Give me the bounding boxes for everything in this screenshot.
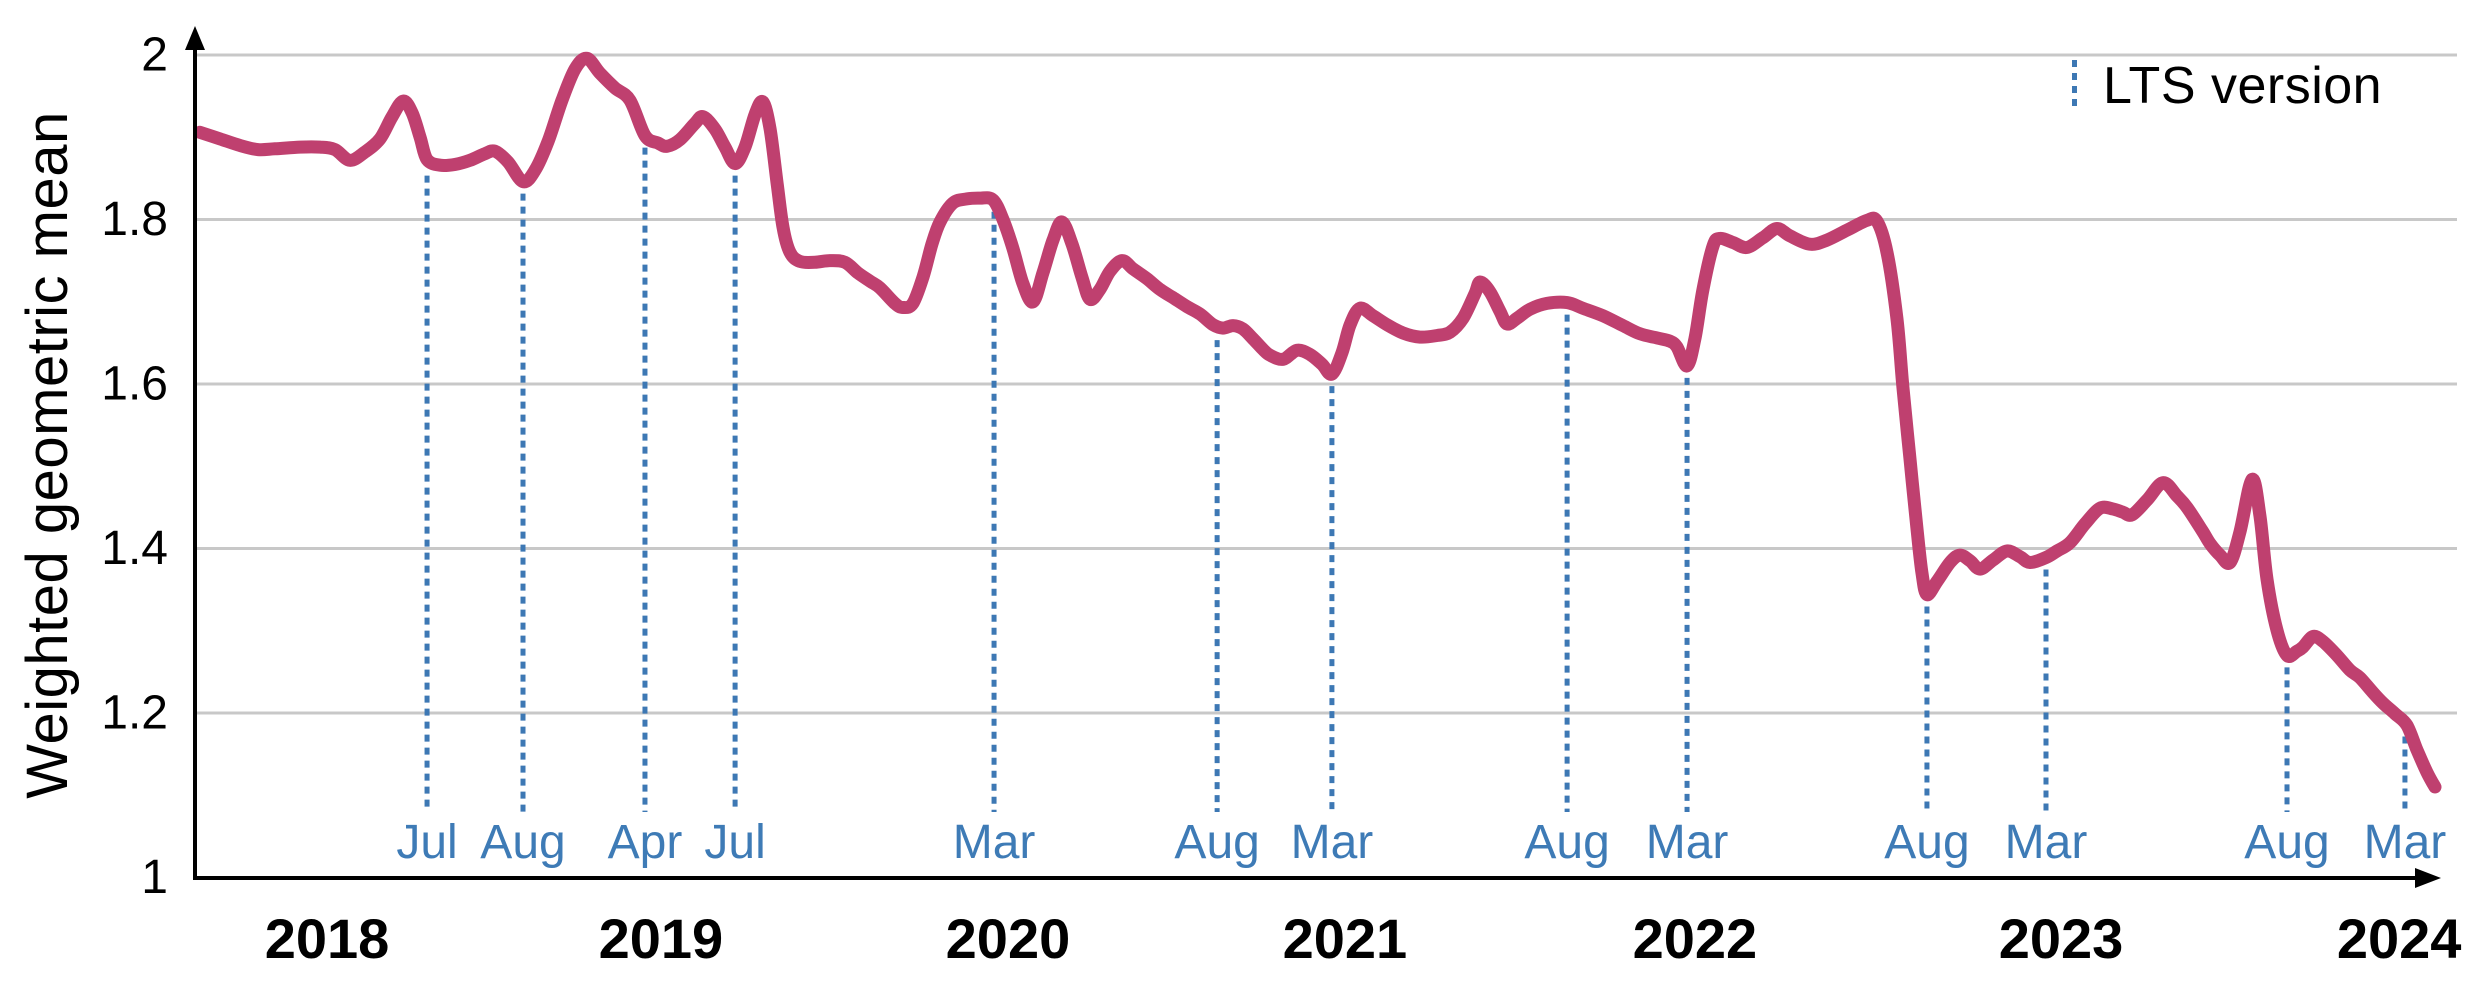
lts-month-label: Aug bbox=[1174, 816, 1259, 869]
lts-month-label: Mar bbox=[1291, 816, 1374, 869]
x-tick-label: 2024 bbox=[2337, 907, 2462, 970]
x-tick-label: 2020 bbox=[946, 907, 1071, 970]
lts-month-label: Aug bbox=[480, 816, 565, 869]
lts-month-label: Aug bbox=[1524, 816, 1609, 869]
lts-month-label: Mar bbox=[2005, 816, 2088, 869]
lts-month-label: Mar bbox=[953, 816, 1036, 869]
x-tick-label: 2018 bbox=[265, 907, 390, 970]
series-line bbox=[193, 51, 2442, 794]
lts-month-label: Apr bbox=[608, 816, 683, 869]
lts-dotted-line-icon bbox=[2072, 60, 2077, 112]
lts-month-label: Jul bbox=[704, 816, 765, 869]
legend-label: LTS version bbox=[2103, 57, 2383, 115]
x-tick-label: 2019 bbox=[599, 907, 724, 970]
lts-month-label: Mar bbox=[1646, 816, 1729, 869]
y-tick-label: 1.4 bbox=[101, 522, 168, 575]
lts-month-label: Aug bbox=[1884, 816, 1969, 869]
y-tick-label: 1 bbox=[141, 851, 168, 904]
x-axis-arrow-icon bbox=[2415, 868, 2441, 888]
lts-month-label: Jul bbox=[396, 816, 457, 869]
y-tick-label: 1.2 bbox=[101, 687, 168, 740]
x-tick-label: 2023 bbox=[1999, 907, 2124, 970]
lts-month-label: Aug bbox=[2244, 816, 2329, 869]
y-tick-label: 1.8 bbox=[101, 193, 168, 246]
y-axis-arrow-icon bbox=[185, 26, 205, 50]
x-tick-label: 2021 bbox=[1283, 907, 1408, 970]
y-tick-label: 2 bbox=[141, 29, 168, 82]
x-tick-label: 2022 bbox=[1633, 907, 1758, 970]
y-tick-label: 1.6 bbox=[101, 358, 168, 411]
y-axis-title-text: Weighted geometric mean bbox=[15, 111, 80, 799]
legend: LTS version bbox=[2072, 56, 2382, 116]
lts-month-label: Mar bbox=[2364, 816, 2447, 869]
